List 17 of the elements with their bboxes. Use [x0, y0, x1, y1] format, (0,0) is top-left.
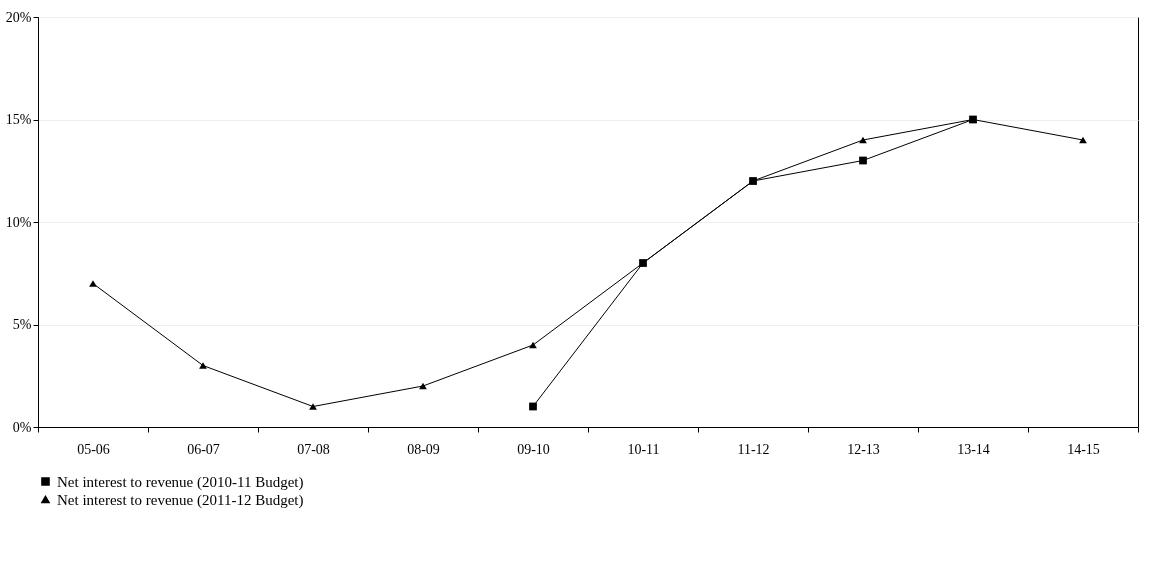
y-tick-label: 20%	[5, 9, 32, 25]
x-tick-label: 13-14	[957, 441, 990, 457]
x-tick-label: 07-08	[297, 441, 330, 457]
legend-label: Net interest to revenue (2010-11 Budget)	[57, 473, 304, 491]
x-tick-label: 11-12	[737, 441, 770, 457]
x-tick-label: 14-15	[1067, 441, 1100, 457]
x-tick-label: 06-07	[187, 441, 220, 457]
x-tick-label: 10-11	[627, 441, 660, 457]
x-tick-label: 05-06	[77, 441, 110, 457]
x-tick-label: 08-09	[407, 441, 440, 457]
legend-label: Net interest to revenue (2011-12 Budget)	[57, 491, 304, 509]
y-tick-label: 0%	[12, 419, 32, 435]
y-tick-label: 10%	[5, 214, 32, 230]
x-tick-label: 12-13	[847, 441, 880, 457]
y-tick-label: 15%	[5, 112, 32, 127]
y-tick-label: 5%	[12, 317, 32, 332]
x-tick-label: 09-10	[517, 441, 550, 457]
